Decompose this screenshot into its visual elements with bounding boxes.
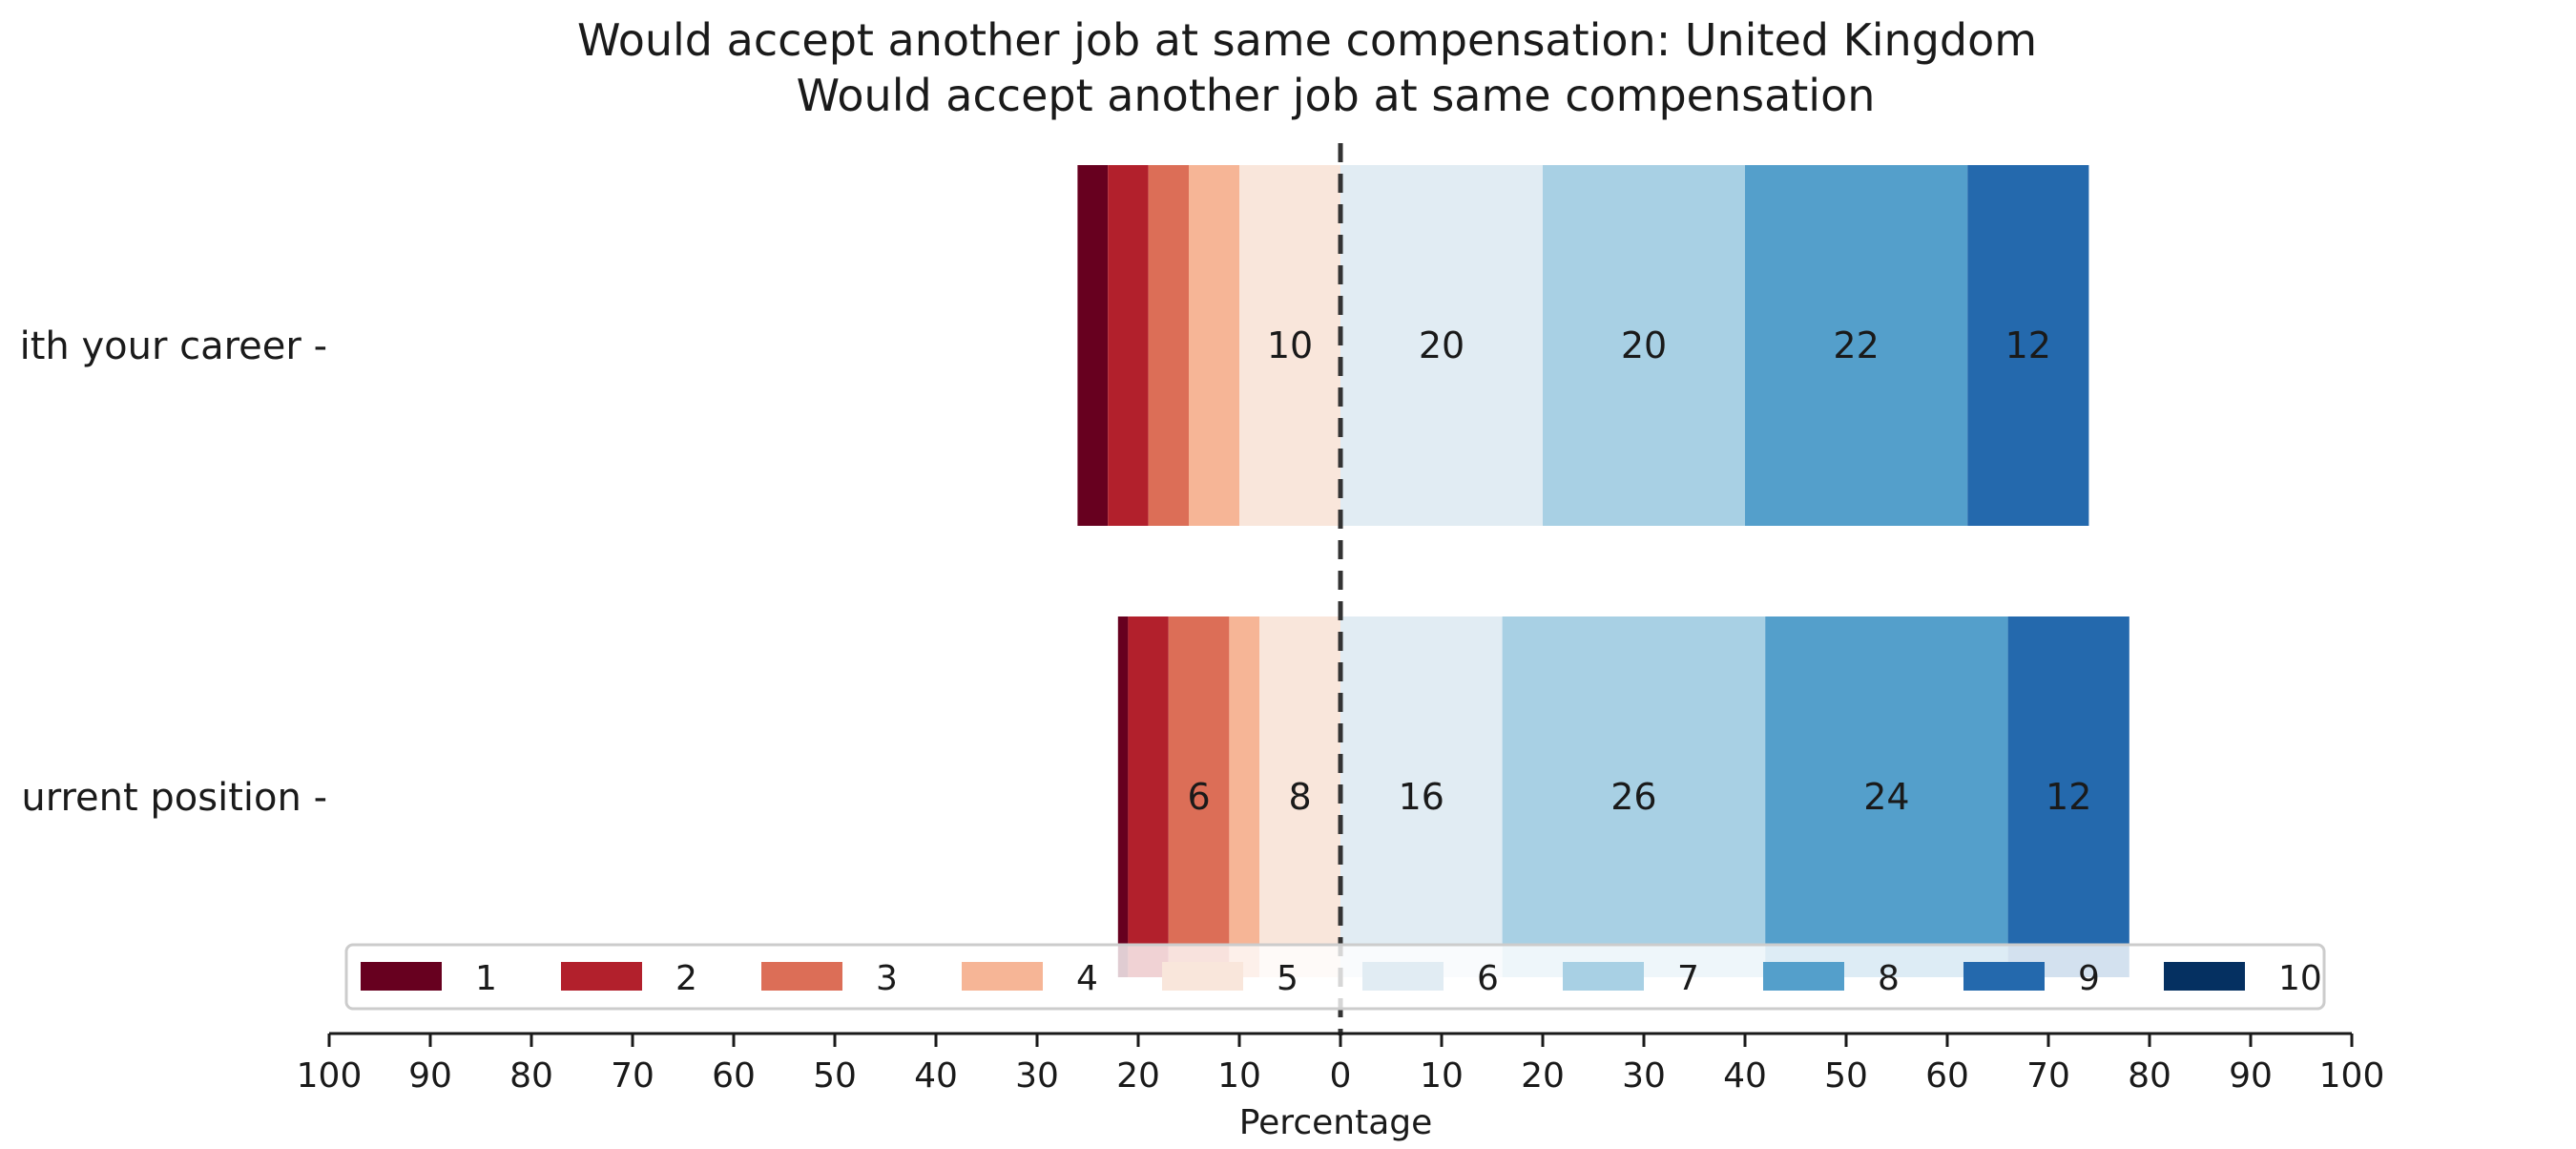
bar-data-label: 6 <box>1188 776 1211 818</box>
x-tick-label: 10 <box>1217 1056 1261 1096</box>
legend-swatch-7 <box>1563 962 1644 991</box>
x-tick-label: 0 <box>1330 1056 1352 1096</box>
bar-data-label: 22 <box>1833 324 1879 366</box>
bar-segment-3 <box>1148 165 1189 526</box>
bar-segment-7 <box>1543 165 1745 526</box>
legend-label: 5 <box>1277 959 1298 998</box>
legend-label: 6 <box>1477 959 1499 998</box>
legend-label: 10 <box>2278 959 2322 998</box>
x-tick-label: 90 <box>2229 1056 2273 1096</box>
bar-data-label: 12 <box>2005 324 2051 366</box>
bar-data-label: 26 <box>1610 776 1656 818</box>
bar-segment-9 <box>2007 616 2129 977</box>
legend-swatch-2 <box>561 962 642 991</box>
y-tick-label: urrent position - <box>21 776 327 820</box>
bar-segment-4 <box>1189 165 1239 526</box>
bar-segment-1 <box>1077 165 1109 526</box>
legend-swatch-1 <box>361 962 442 991</box>
legend-frame <box>344 943 2326 1011</box>
x-tick-label: 60 <box>1925 1056 1969 1096</box>
y-tick-label: ith your career - <box>20 324 327 368</box>
bar-segment-7 <box>1502 616 1766 977</box>
bar-segment-2 <box>1128 616 1169 977</box>
x-tick-label: 80 <box>2128 1056 2171 1096</box>
x-tick-label: 90 <box>408 1056 452 1096</box>
chart-subtitle: Would accept another job at same compens… <box>797 70 1876 121</box>
x-tick-label: 70 <box>2026 1056 2070 1096</box>
x-tick-label: 80 <box>509 1056 553 1096</box>
legend-label: 2 <box>675 959 697 998</box>
bar-segment-5 <box>1259 616 1340 977</box>
x-tick-label: 50 <box>1824 1056 1868 1096</box>
x-tick-label: 50 <box>813 1056 857 1096</box>
bar-data-label: 24 <box>1863 776 1909 818</box>
x-axis: 100 90 80 70 60 50 40 30 20 10 0 10 20 30 40 50 60 70 80 90… <box>297 1032 2385 1096</box>
legend-label: 1 <box>475 959 497 998</box>
bar-data-label: 20 <box>1419 324 1465 366</box>
x-tick-label: 30 <box>1622 1056 1666 1096</box>
chart-title: Would accept another job at same compens… <box>577 14 2037 66</box>
bar-segment-8 <box>1765 616 2008 977</box>
bar-data-label: 10 <box>1267 324 1313 366</box>
bar-segment-5 <box>1239 165 1340 526</box>
legend-label: 9 <box>2078 959 2100 998</box>
x-tick-label: 40 <box>914 1056 958 1096</box>
bar-segment-9 <box>1967 165 2089 526</box>
x-tick-label: 10 <box>1420 1056 1464 1096</box>
x-tick-label: 100 <box>2319 1056 2385 1096</box>
legend-swatch-3 <box>761 962 842 991</box>
legend-label: 8 <box>1878 959 1900 998</box>
x-tick-label: 70 <box>611 1056 654 1096</box>
legend-swatch-8 <box>1763 962 1844 991</box>
legend-swatch-10 <box>2164 962 2245 991</box>
x-tick-label: 60 <box>712 1056 756 1096</box>
x-tick-label: 100 <box>297 1056 363 1096</box>
bar-segment-8 <box>1745 165 1968 526</box>
x-tick-label: 20 <box>1116 1056 1160 1096</box>
bar-data-label: 20 <box>1621 324 1667 366</box>
legend-swatch-4 <box>962 962 1043 991</box>
bar-data-label: 12 <box>2046 776 2091 818</box>
legend-swatch-9 <box>1963 962 2045 991</box>
legend-swatch-6 <box>1362 962 1444 991</box>
legend-swatch-5 <box>1162 962 1243 991</box>
x-tick-label: 30 <box>1015 1056 1059 1096</box>
bar-segment-6 <box>1340 165 1543 526</box>
x-axis-label: Percentage <box>1239 1103 1433 1142</box>
bar-segment-1 <box>1117 616 1129 977</box>
legend-label: 4 <box>1076 959 1098 998</box>
legend-label: 7 <box>1677 959 1699 998</box>
y-axis-labels: ith your career - urrent position - <box>20 324 327 820</box>
bar-segment-4 <box>1229 616 1260 977</box>
bar-segment-6 <box>1340 616 1503 977</box>
bar-segment-3 <box>1168 616 1230 977</box>
x-tick-label: 20 <box>1521 1056 1565 1096</box>
bar-data-label: 16 <box>1399 776 1444 818</box>
bar-segment-2 <box>1108 165 1149 526</box>
x-tick-label: 40 <box>1723 1056 1767 1096</box>
bar-data-label: 8 <box>1289 776 1312 818</box>
bars: 10 20 20 22 12 6 8 16 26 24 12 <box>1077 165 2129 977</box>
legend-label: 3 <box>876 959 898 998</box>
legend: 1 2 3 4 5 6 7 8 9 10 <box>344 943 2326 1011</box>
